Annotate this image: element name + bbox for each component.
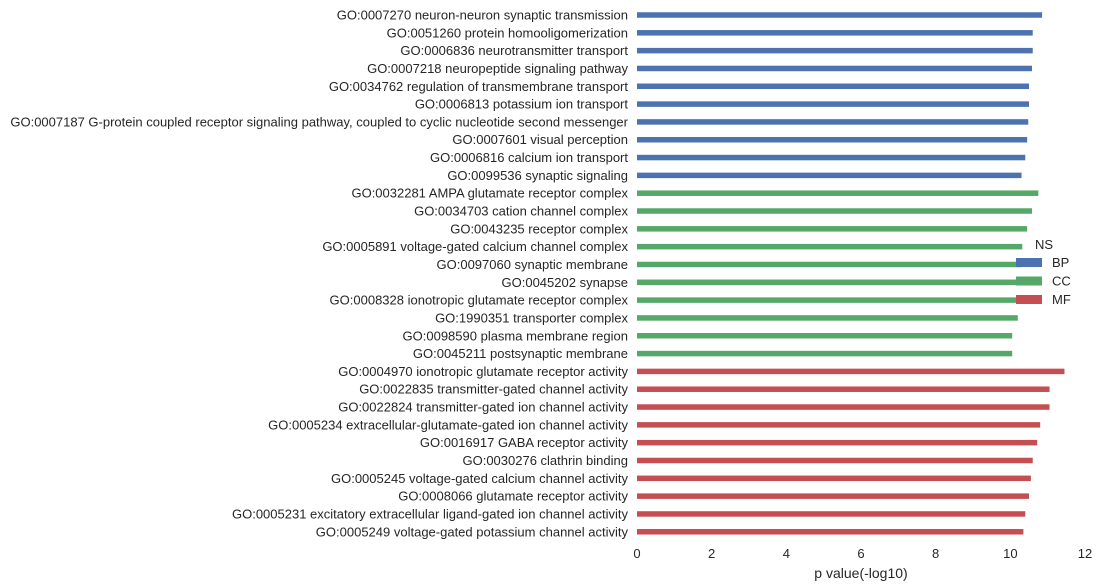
y-tick-label: GO:0005245 voltage-gated calcium channel… (331, 471, 629, 486)
y-tick-label: GO:0005249 voltage-gated potassium chann… (316, 524, 629, 539)
y-tick-label: GO:0007218 neuropeptide signaling pathwa… (367, 61, 628, 76)
bar-bp (637, 172, 1022, 179)
y-tick-label: GO:0006836 neurotransmitter transport (400, 43, 628, 58)
y-tick-label: GO:0051260 protein homooligomerization (387, 25, 628, 40)
bar-mf (637, 368, 1065, 375)
y-tick-label: GO:1990351 transporter complex (435, 310, 628, 325)
bar-bp (637, 47, 1033, 54)
legend-label: BP (1052, 255, 1069, 270)
legend-label: MF (1052, 292, 1071, 307)
bar-cc (637, 333, 1013, 339)
x-tick-label: 10 (1003, 546, 1017, 561)
x-tick-labels: 0 2 4 6 8 10 12 (633, 546, 1092, 561)
bar-bp (637, 12, 1043, 18)
y-tick-labels: GO:0007270 neuron-neuron synaptic transm… (10, 8, 628, 540)
bars-layer (637, 12, 1065, 535)
bar-cc (637, 279, 1019, 286)
bar-bp (637, 136, 1028, 143)
y-tick-label: GO:0034762 regulation of transmembrane t… (329, 79, 629, 94)
bar-mf (637, 493, 1029, 499)
bar-cc (637, 315, 1018, 321)
y-tick-label: GO:0022835 transmitter-gated channel act… (359, 382, 628, 397)
bar-mf (637, 422, 1041, 428)
bar-cc (637, 261, 1022, 268)
bar-mf (637, 386, 1050, 392)
x-tick-label: 2 (708, 546, 715, 561)
bar-mf (637, 511, 1026, 517)
legend-item-cc: CC (1016, 274, 1071, 289)
bar-bp (637, 101, 1029, 107)
y-tick-label: GO:0007270 neuron-neuron synaptic transm… (337, 8, 628, 23)
legend-items: BP CC MF (1016, 255, 1071, 307)
bar-mf (637, 475, 1031, 482)
y-tick-label: GO:0022824 transmitter-gated ion channel… (338, 400, 628, 415)
bar-mf (637, 457, 1033, 464)
x-tick-label: 8 (932, 546, 939, 561)
y-tick-label: GO:0043235 receptor complex (450, 221, 628, 236)
legend-swatch (1016, 258, 1042, 267)
legend-item-mf: MF (1016, 292, 1071, 307)
bar-bp (637, 83, 1029, 90)
y-tick-label: GO:0004970 ionotropic glutamate receptor… (338, 364, 628, 379)
y-tick-label: GO:0034703 cation channel complex (414, 204, 628, 219)
y-tick-label: GO:0008328 ionotropic glutamate receptor… (330, 293, 629, 308)
bar-cc (637, 243, 1023, 250)
bar-bp (637, 30, 1033, 36)
x-tick-label: 12 (1078, 546, 1092, 561)
y-tick-label: GO:0005891 voltage-gated calcium channel… (322, 239, 628, 254)
y-tick-label: GO:0030276 clathrin binding (462, 453, 628, 468)
y-tick-label: GO:0005234 extracellular-glutamate-gated… (268, 417, 628, 432)
y-tick-label: GO:0006816 calcium ion transport (430, 150, 628, 165)
bar-cc (637, 297, 1018, 303)
y-tick-label: GO:0008066 glutamate receptor activity (398, 489, 628, 504)
legend: NS BP CC MF (1016, 237, 1071, 307)
bar-cc (637, 190, 1039, 196)
bar-bp (637, 119, 1029, 125)
x-tick-label: 4 (783, 546, 790, 561)
x-tick-label: 6 (857, 546, 864, 561)
y-tick-label: GO:0006813 potassium ion transport (415, 97, 629, 112)
legend-item-bp: BP (1016, 255, 1069, 270)
y-tick-label: GO:0099536 synaptic signaling (447, 168, 628, 183)
y-tick-label: GO:0097060 synaptic membrane (437, 257, 629, 272)
bar-mf (637, 529, 1024, 535)
y-tick-label: GO:0098590 plasma membrane region (403, 328, 628, 343)
bar-bp (637, 154, 1026, 161)
legend-label: CC (1052, 274, 1071, 289)
bar-bp (637, 65, 1032, 72)
legend-swatch (1016, 276, 1042, 286)
x-tick-label: 0 (633, 546, 640, 561)
x-axis-label: p value(-log10) (814, 565, 907, 581)
bar-cc (637, 226, 1028, 232)
bar-mf (637, 439, 1038, 446)
legend-swatch (1016, 295, 1042, 304)
y-tick-label: GO:0007187 G-protein coupled receptor si… (10, 114, 628, 129)
y-tick-label: GO:0032281 AMPA glutamate receptor compl… (351, 186, 628, 201)
y-tick-label: GO:0045202 synapse (502, 275, 628, 290)
bar-cc (637, 208, 1032, 214)
y-tick-label: GO:0016917 GABA receptor activity (420, 435, 629, 450)
y-tick-label: GO:0007601 visual perception (452, 132, 628, 147)
legend-title: NS (1035, 237, 1053, 252)
y-tick-label: GO:0005231 excitatory extracellular liga… (232, 506, 629, 521)
y-tick-label: GO:0045211 postsynaptic membrane (413, 346, 628, 361)
bar-cc (637, 350, 1013, 357)
bar-mf (637, 404, 1050, 410)
